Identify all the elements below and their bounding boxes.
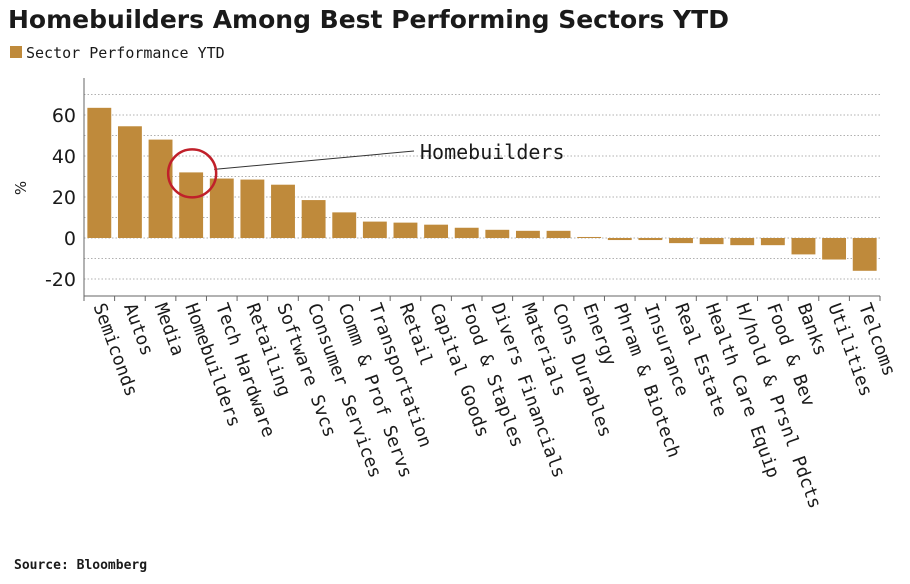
bar-divers-financials [485, 229, 510, 238]
bar-energy [577, 236, 602, 238]
y-axis-label: % [12, 181, 30, 195]
annotation-leader-line [214, 150, 415, 170]
annotation-label: Homebuilders [420, 140, 565, 164]
chart-title: Homebuilders Among Best Performing Secto… [8, 5, 729, 34]
bar-real-estate [669, 238, 693, 244]
annotation: Homebuilders [166, 140, 565, 199]
bar-retailing [240, 179, 265, 238]
bar-autos [117, 126, 142, 238]
legend-swatch [10, 46, 22, 58]
legend-label: Sector Performance YTD [26, 44, 225, 62]
bar-health-care-equip [699, 238, 724, 245]
bar-software-svcs [271, 184, 295, 238]
bar-semiconds [87, 107, 112, 238]
y-tick-label: 20 [52, 187, 76, 209]
bar-comm-prof-servs [332, 212, 357, 238]
bar-food-bev [760, 238, 785, 246]
y-tick-label: 60 [52, 105, 76, 127]
bar-consumer-services [301, 200, 326, 238]
bar-materials [515, 230, 540, 238]
bar-utilities [822, 238, 847, 260]
bar-transportation [362, 221, 387, 238]
bar-capital-goods [424, 224, 449, 238]
bar-insurance [638, 238, 663, 241]
source-note: Source: Bloomberg [14, 558, 147, 573]
y-tick-label: 0 [64, 228, 76, 250]
gridlines [84, 94, 880, 280]
bar-tech-hardware [209, 178, 234, 238]
bar-retail [393, 222, 418, 238]
annotation-circle [166, 148, 218, 199]
axes [83, 78, 881, 301]
bar-phram-biotech [607, 238, 632, 241]
bar-telcoms [852, 238, 877, 271]
bar-cons-durables [546, 230, 571, 238]
bar-media [148, 139, 173, 238]
y-tick-label: -20 [45, 269, 76, 291]
bar-banks [791, 238, 816, 255]
y-ticks: -20 0 20 40 60 [45, 105, 76, 291]
bar-homebuilders [179, 172, 204, 238]
bar-food-staples [454, 227, 479, 238]
bars [87, 107, 877, 271]
y-tick-label: 40 [52, 146, 76, 168]
bar-h-hold-prsnl-pdcts [730, 238, 755, 246]
